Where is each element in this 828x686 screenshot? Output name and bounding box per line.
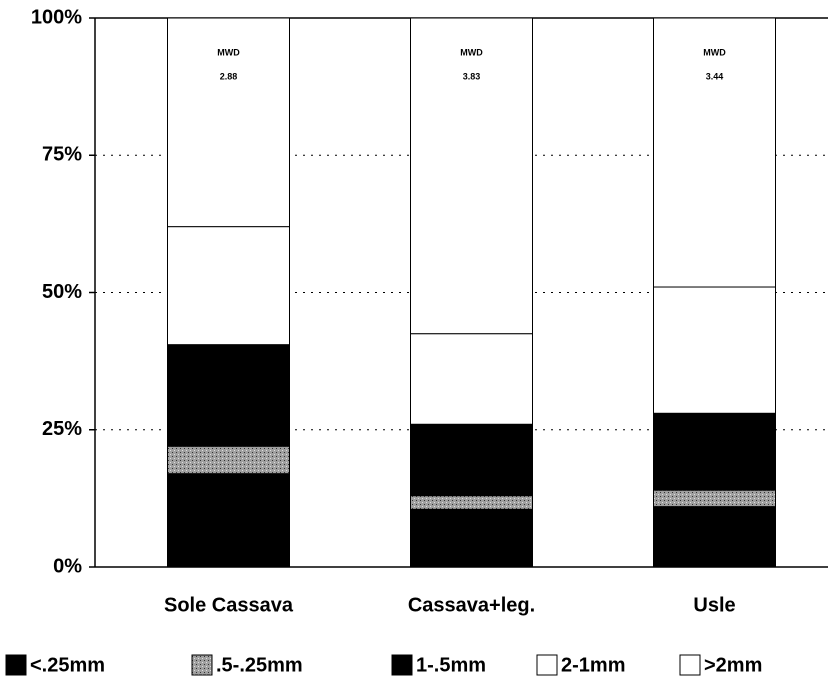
bar-segment (410, 17, 533, 335)
legend-swatch (536, 654, 558, 676)
bar-segment (653, 489, 776, 508)
bar-segment (167, 226, 290, 346)
legend-swatch (5, 654, 27, 676)
legend-label: .5-.25mm (216, 654, 303, 676)
bar-segment (653, 17, 776, 288)
legend-label: 2-1mm (561, 654, 625, 676)
legend-label: >2mm (704, 654, 762, 676)
bar-segment (653, 412, 776, 491)
bar-segment (167, 17, 290, 228)
y-tick-label: 50% (42, 281, 82, 303)
x-tick-label: Usle (693, 594, 735, 616)
y-tick-label: 100% (31, 6, 82, 28)
annotation-value: 3.44 (706, 71, 724, 81)
bar-segment (167, 445, 290, 475)
bar-segment (410, 508, 533, 568)
bar-segment (410, 423, 533, 497)
legend-label: 1-.5mm (416, 654, 486, 676)
x-tick-label: Sole Cassava (164, 594, 294, 616)
annotation-value: 3.83 (463, 71, 481, 81)
bar-segment (653, 286, 776, 414)
legend-label: <.25mm (30, 654, 105, 676)
x-tick-label: Cassava+leg. (408, 594, 535, 616)
y-tick-label: 75% (42, 144, 82, 166)
y-tick-label: 25% (42, 418, 82, 440)
bar-segment (653, 506, 776, 568)
y-tick-label: 0% (53, 555, 82, 577)
legend-swatch (391, 654, 413, 676)
bar-segment (410, 495, 533, 510)
legend-swatch (679, 654, 701, 676)
bar-segment (167, 344, 290, 447)
bar-segment (410, 333, 533, 425)
annotation-value: 2.88 (220, 71, 238, 81)
bar-segment (167, 473, 290, 568)
annotation: MWD (217, 47, 240, 57)
legend-swatch (191, 654, 213, 676)
annotation: MWD (703, 47, 726, 57)
annotation: MWD (460, 47, 483, 57)
